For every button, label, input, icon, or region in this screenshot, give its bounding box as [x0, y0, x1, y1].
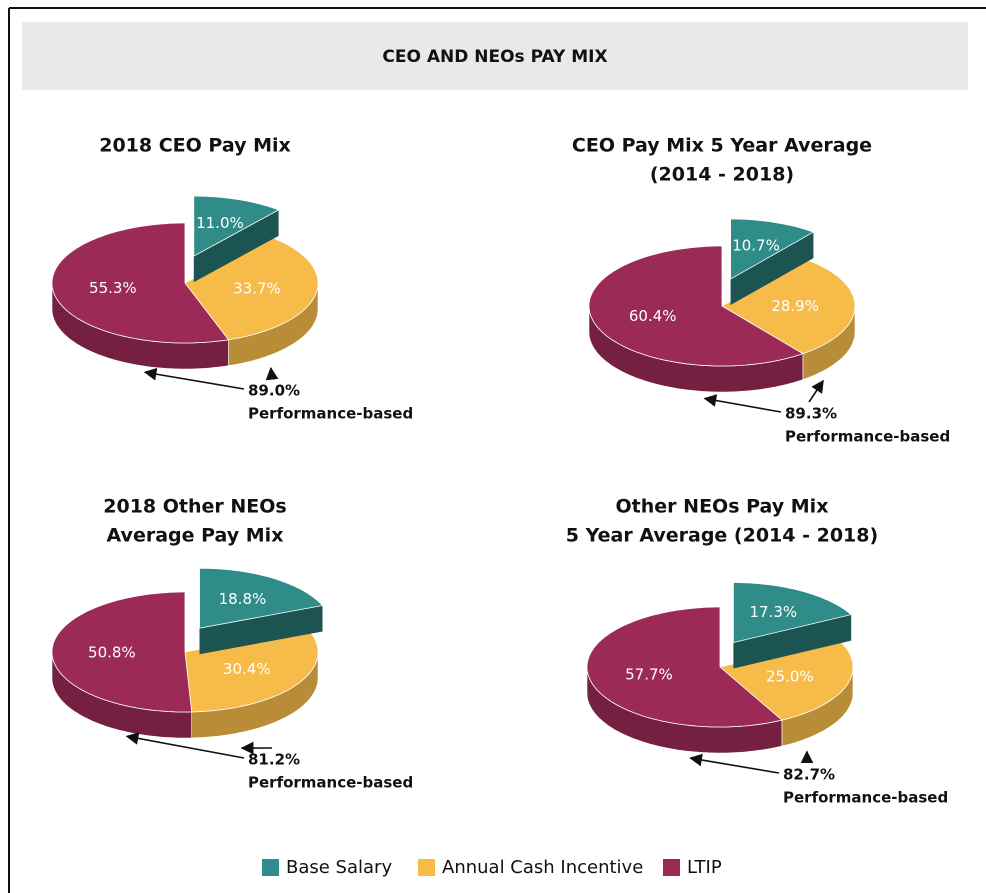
- pie: 33.7% 55.3% 11.0%: [51, 195, 319, 370]
- slice-face: [733, 614, 852, 669]
- legend-label: Annual Cash Incentive: [442, 857, 643, 878]
- slice-face: [193, 209, 279, 283]
- pie-slice: [721, 258, 856, 355]
- pie-slice: [193, 195, 280, 257]
- data-label: 57.7%: [625, 665, 673, 683]
- pie-slice: [588, 245, 804, 367]
- pie: 25.0% 57.7% 17.3%: [586, 582, 854, 754]
- pie-title: 5 Year Average (2014 - 2018): [566, 525, 878, 547]
- pie-slice: [51, 222, 230, 344]
- pie-title: Average Pay Mix: [107, 525, 284, 547]
- pie-slice: [730, 218, 815, 280]
- pie-title: 2018 Other NEOs: [103, 496, 286, 518]
- annotation-text: Performance-based: [785, 428, 950, 446]
- legend-label: Base Salary: [286, 857, 392, 878]
- pie-slice: [199, 567, 324, 629]
- data-label: 11.0%: [196, 214, 244, 232]
- annotation-value: 89.0%: [248, 382, 300, 400]
- pie-slice: [51, 591, 193, 713]
- legend-swatch: [663, 859, 680, 876]
- pie-slice: [184, 236, 319, 341]
- pie-slice: [586, 606, 783, 728]
- data-label: 10.7%: [732, 237, 780, 255]
- data-label: 33.7%: [233, 279, 281, 297]
- annotation-value: 89.3%: [785, 405, 837, 423]
- pie: 28.9% 60.4% 10.7%: [588, 218, 856, 393]
- annotation-value: 82.7%: [783, 766, 835, 784]
- legend-label: LTIP: [687, 857, 722, 878]
- data-label: 25.0%: [766, 667, 814, 685]
- header-title: CEO AND NEOs PAY MIX: [382, 47, 607, 67]
- data-label: 18.8%: [219, 590, 267, 608]
- data-label: 30.4%: [223, 660, 271, 678]
- annotation-arrow: [808, 379, 824, 403]
- data-label: 17.3%: [750, 603, 798, 621]
- annotation-arrow: [125, 732, 245, 759]
- pie-title: (2014 - 2018): [650, 164, 794, 186]
- pie-title: 2018 CEO Pay Mix: [99, 135, 291, 157]
- annotation-value: 81.2%: [248, 751, 300, 769]
- pie-title: Other NEOs Pay Mix: [616, 496, 829, 518]
- annotation-arrow: [689, 753, 780, 774]
- slice-face: [730, 232, 814, 305]
- pie-title: CEO Pay Mix 5 Year Average: [572, 135, 872, 157]
- annotation-arrow: [703, 394, 782, 413]
- annotation-text: Performance-based: [248, 774, 413, 792]
- legend-swatch: [262, 859, 279, 876]
- annotation-text: Performance-based: [248, 405, 413, 423]
- pie-slice: [733, 582, 853, 644]
- pie: 30.4% 50.8% 18.8%: [51, 567, 324, 739]
- data-label: 60.4%: [629, 307, 677, 325]
- annotation-text: Performance-based: [783, 789, 948, 807]
- data-label: 28.9%: [771, 297, 819, 315]
- annotation-arrow: [143, 367, 245, 390]
- header-band: [22, 22, 968, 90]
- slice-face: [199, 605, 323, 655]
- annotation-arrow: [265, 366, 279, 381]
- data-label: 55.3%: [89, 279, 137, 297]
- legend-swatch: [418, 859, 435, 876]
- data-label: 50.8%: [88, 643, 136, 661]
